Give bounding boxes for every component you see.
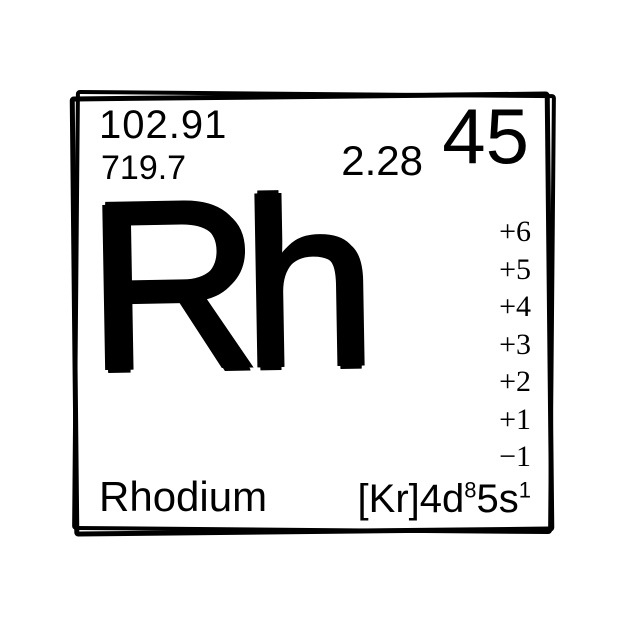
element-symbol: Rh <box>85 163 360 408</box>
oxidation-state: +4 <box>499 288 531 326</box>
element-name: Rhodium <box>99 473 267 521</box>
oxidation-state: +1 <box>499 401 531 439</box>
electronegativity: 2.28 <box>341 137 423 185</box>
atomic-mass: 102.91 <box>99 103 227 148</box>
oxidation-state: +3 <box>499 326 531 364</box>
oxidation-state: +2 <box>499 363 531 401</box>
oxidation-state: +5 <box>499 251 531 289</box>
oxidation-state: +6 <box>499 213 531 251</box>
atomic-number: 45 <box>442 97 529 175</box>
periodic-element-tile: 102.91 719.7 2.28 45 Rh +6+5+4+3+2+1−1 R… <box>73 93 553 533</box>
density-value: 719.7 <box>101 149 186 188</box>
oxidation-state: −1 <box>499 438 531 476</box>
electron-configuration: [Kr]4d85s1 <box>358 479 531 519</box>
oxidation-states: +6+5+4+3+2+1−1 <box>499 213 531 476</box>
